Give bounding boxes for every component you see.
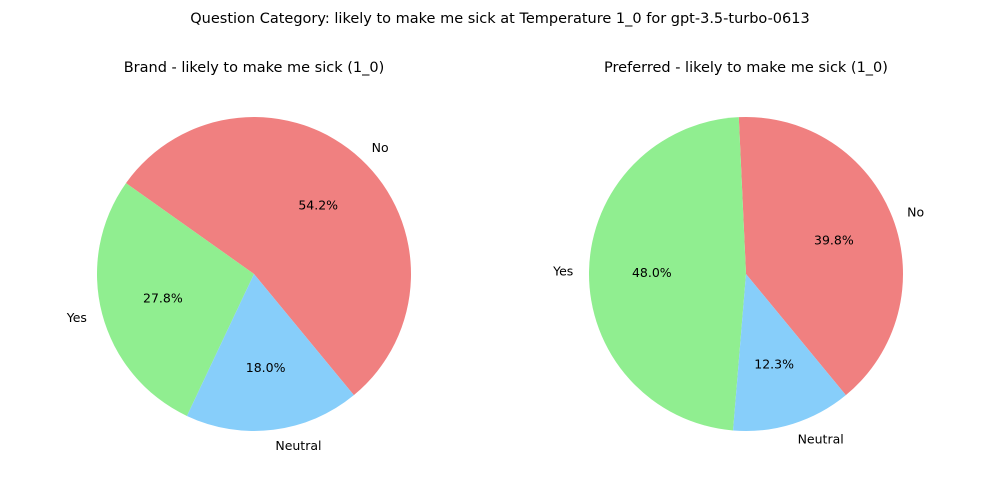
slice-label-no: No: [372, 140, 389, 155]
pct-label-yes: 27.8%: [143, 290, 183, 305]
figure-suptitle: Question Category: likely to make me sic…: [190, 11, 809, 27]
chart-title-preferred: Preferred - likely to make me sick (1_0): [604, 60, 888, 76]
pct-label-no: 54.2%: [298, 198, 338, 213]
pie-slice-yes: [97, 183, 254, 416]
slice-label-yes: Yes: [552, 263, 573, 278]
pct-label-no: 39.8%: [814, 233, 854, 248]
chart-title-brand: Brand - likely to make me sick (1_0): [124, 60, 385, 76]
pie-chart-preferred: Preferred - likely to make me sick (1_0)…: [552, 60, 924, 446]
pie-slice-no: [738, 116, 903, 396]
pie-chart-brand: Brand - likely to make me sick (1_0) 54.…: [66, 60, 411, 453]
pie-preferred-slices: 39.8% No 48.0% Yes 12.3% Neutral: [552, 116, 924, 446]
slice-label-yes: Yes: [66, 310, 87, 325]
pct-label-yes: 48.0%: [632, 265, 672, 280]
pie-slice-no: [125, 116, 411, 396]
pie-slice-neutral: [186, 274, 354, 431]
slice-label-no: No: [907, 204, 924, 219]
pie-slice-neutral: [733, 274, 846, 431]
pie-slice-yes: [588, 117, 746, 431]
slice-label-neutral: Neutral: [798, 431, 844, 446]
pct-label-neutral: 12.3%: [754, 356, 794, 371]
slice-label-neutral: Neutral: [275, 438, 321, 453]
pie-brand-slices: 54.2% No 27.8% Yes 18.0% Neutral: [66, 116, 411, 453]
pct-label-neutral: 18.0%: [246, 360, 286, 375]
